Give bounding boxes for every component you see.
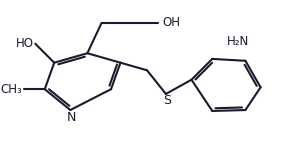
Text: HO: HO [15, 37, 33, 50]
Text: OH: OH [162, 16, 180, 29]
Text: N: N [67, 111, 76, 124]
Text: H₂N: H₂N [226, 35, 249, 48]
Text: CH₃: CH₃ [0, 83, 22, 96]
Text: S: S [163, 94, 171, 107]
